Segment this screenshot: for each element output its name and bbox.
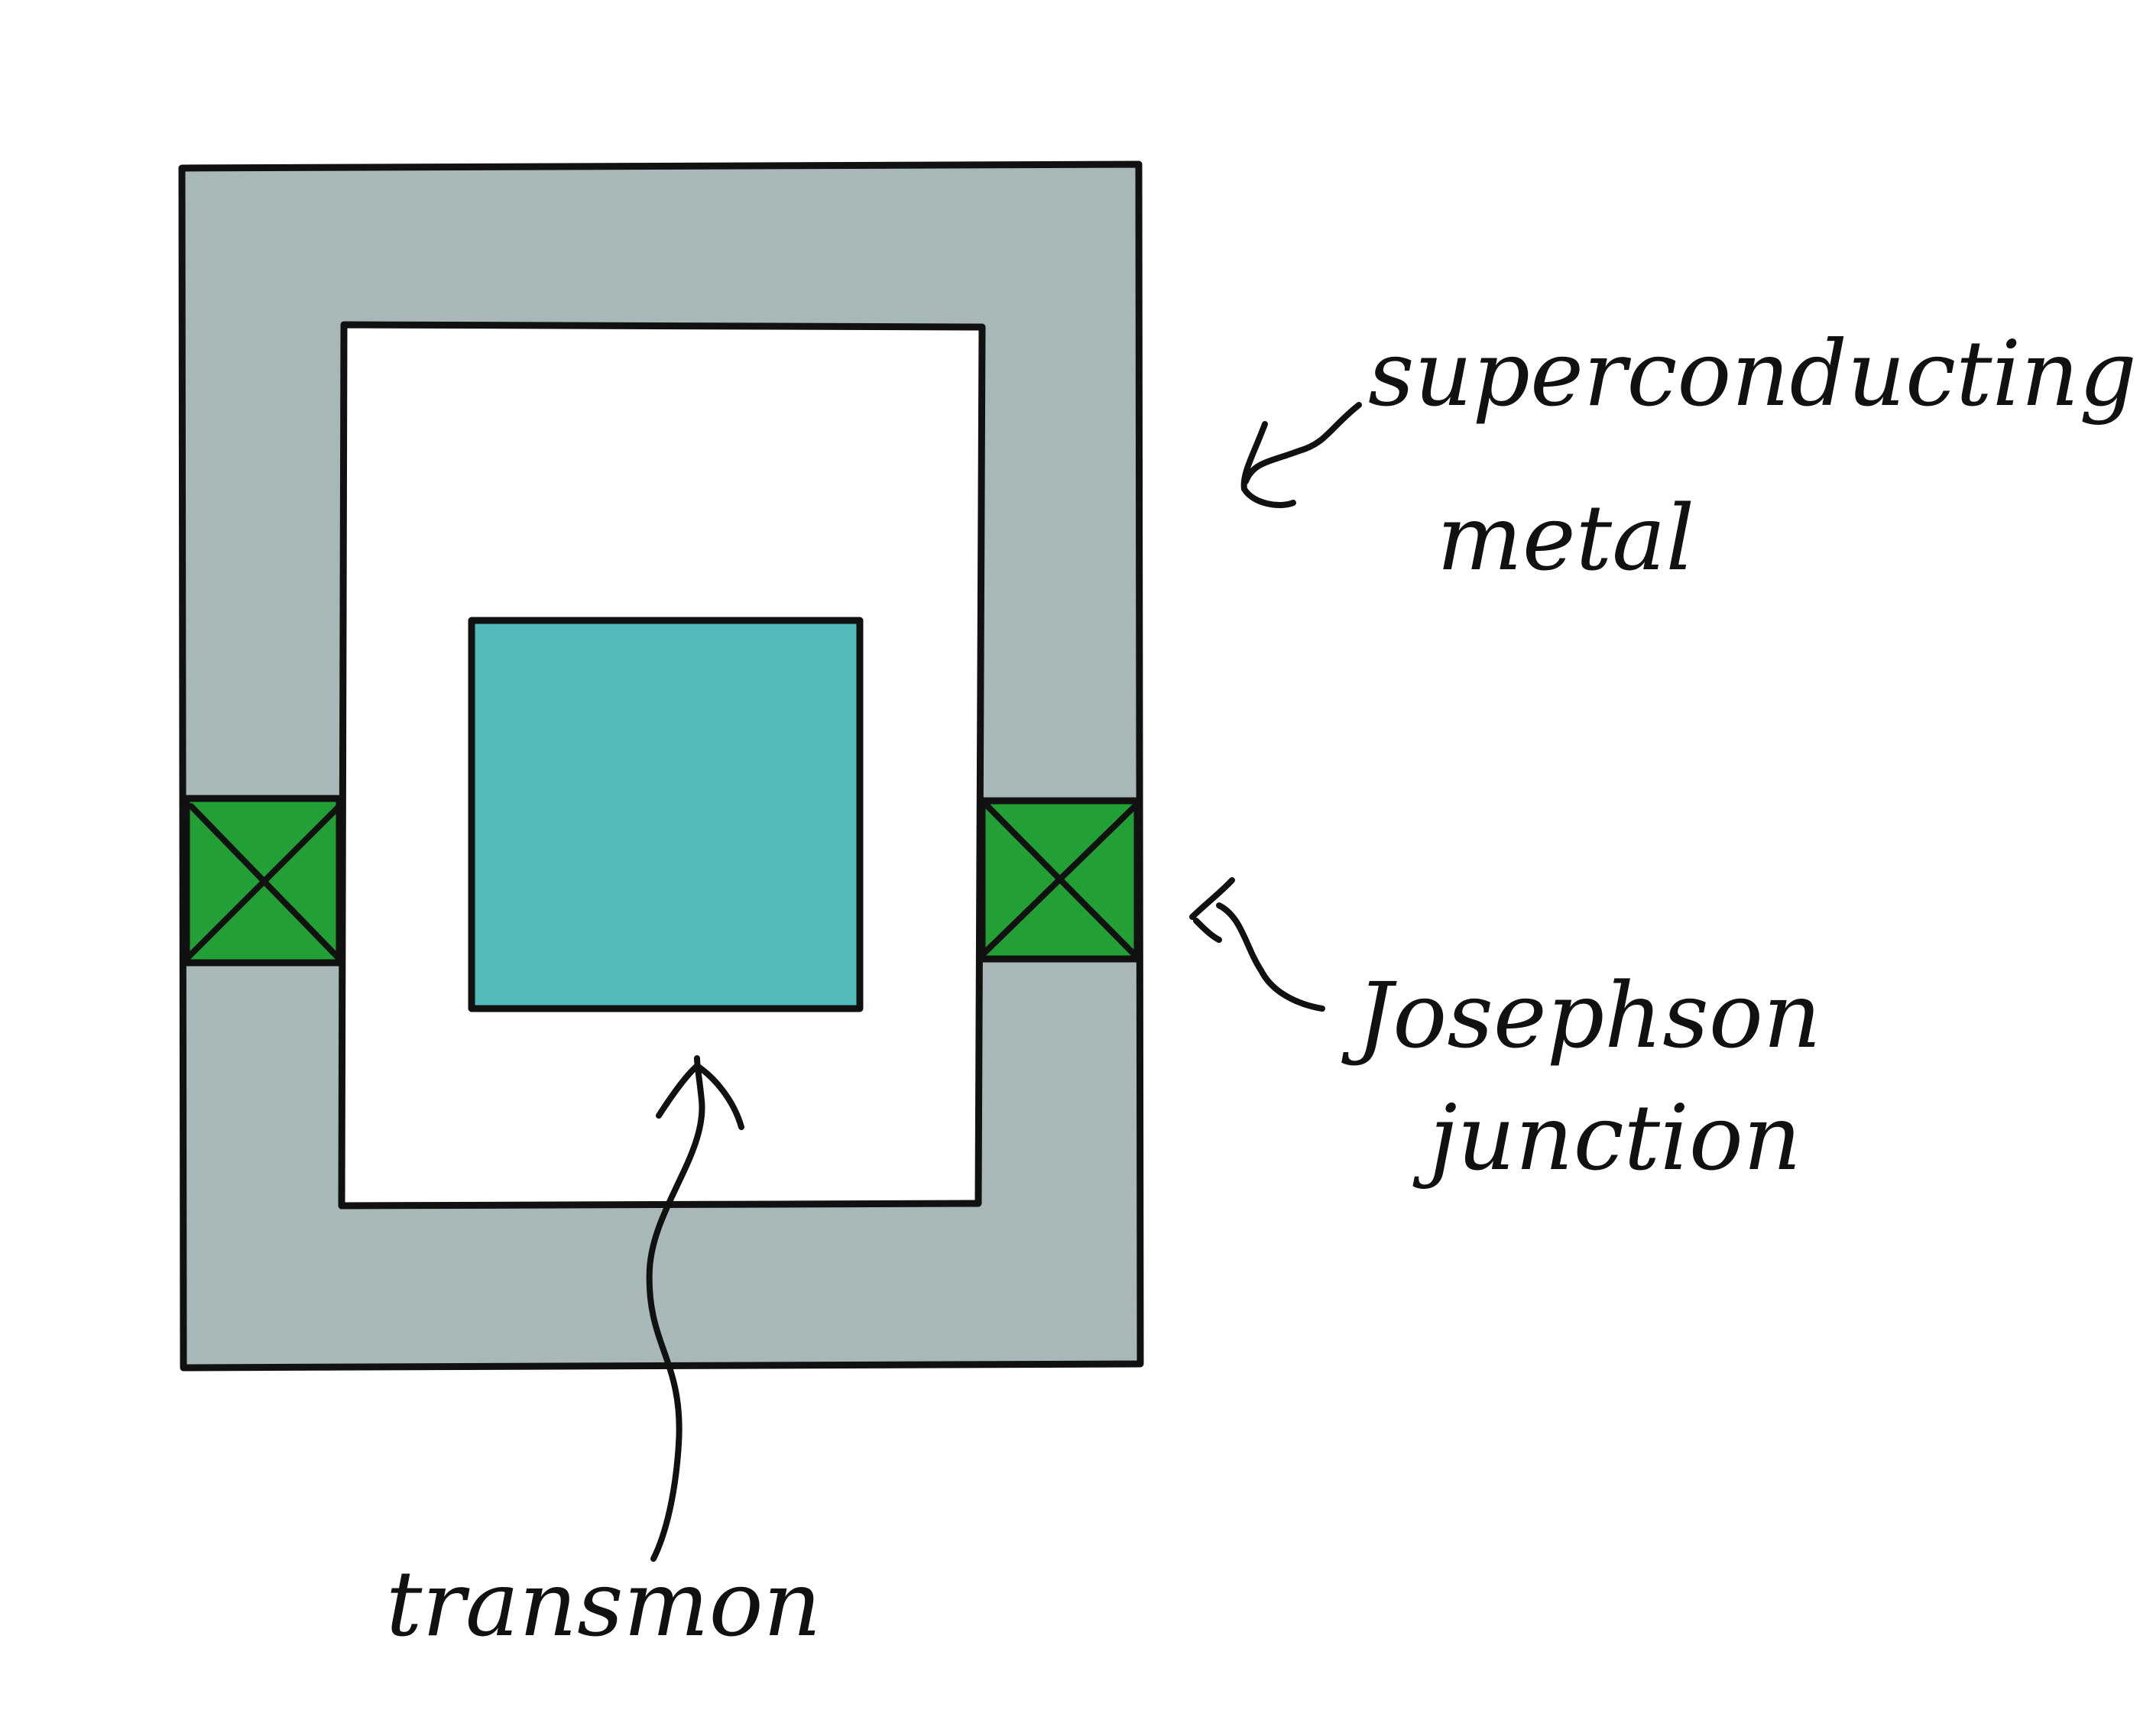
transmon-island — [468, 617, 864, 1012]
josephson-junction-right — [978, 797, 1141, 963]
transmon-label: transmon — [386, 1551, 822, 1657]
superconducting-label-line2: metal — [1437, 485, 1694, 591]
josephson-junction-left — [183, 795, 343, 967]
josephson-junction-arrow — [1189, 877, 1325, 1012]
superconducting-label-line1: superconducting — [1368, 321, 2137, 426]
transmon-arrow — [646, 1055, 744, 1562]
superconducting-metal-arrow — [1240, 402, 1362, 508]
josephson-label-line1: Josephson — [1341, 963, 1821, 1068]
josephson-label-line2: junction — [1412, 1085, 1801, 1190]
